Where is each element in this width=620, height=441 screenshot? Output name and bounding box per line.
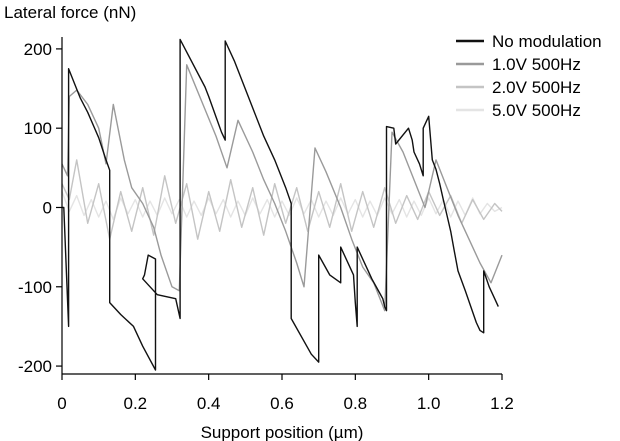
y-tick-label: 100 [24, 119, 52, 138]
series-line-3 [61, 159, 503, 240]
y-tick-label: 200 [24, 40, 52, 59]
legend-label: No modulation [492, 32, 602, 51]
x-tick-label: 0.8 [344, 394, 368, 413]
x-tick-label: 0 [57, 394, 66, 413]
x-tick-label: 0.2 [124, 394, 148, 413]
x-tick-label: 0.4 [197, 394, 221, 413]
y-axis: 200 100 0 -100 -200 [18, 40, 62, 376]
y-tick-label: -100 [18, 278, 52, 297]
legend-label: 5.0V 500Hz [492, 101, 581, 120]
plot-area [61, 38, 503, 371]
legend-label: 1.0V 500Hz [492, 55, 581, 74]
x-axis: 0 0.2 0.4 0.6 0.8 1.0 1.2 [57, 374, 514, 413]
x-tick-label: 0.6 [270, 394, 294, 413]
legend: No modulation 1.0V 500Hz 2.0V 500Hz 5.0V 50… [456, 32, 602, 120]
x-tick-label: 1.2 [490, 394, 514, 413]
legend-label: 2.0V 500Hz [492, 78, 581, 97]
y-axis-title: Lateral force (nN) [4, 3, 136, 22]
y-tick-label: 0 [43, 198, 52, 217]
series-line-4 [61, 191, 503, 221]
series-line-1 [62, 38, 499, 371]
x-axis-title: Support position (µm) [201, 423, 364, 441]
y-tick-label: -200 [18, 357, 52, 376]
x-tick-label: 1.0 [417, 394, 441, 413]
series-line-2 [61, 64, 503, 312]
